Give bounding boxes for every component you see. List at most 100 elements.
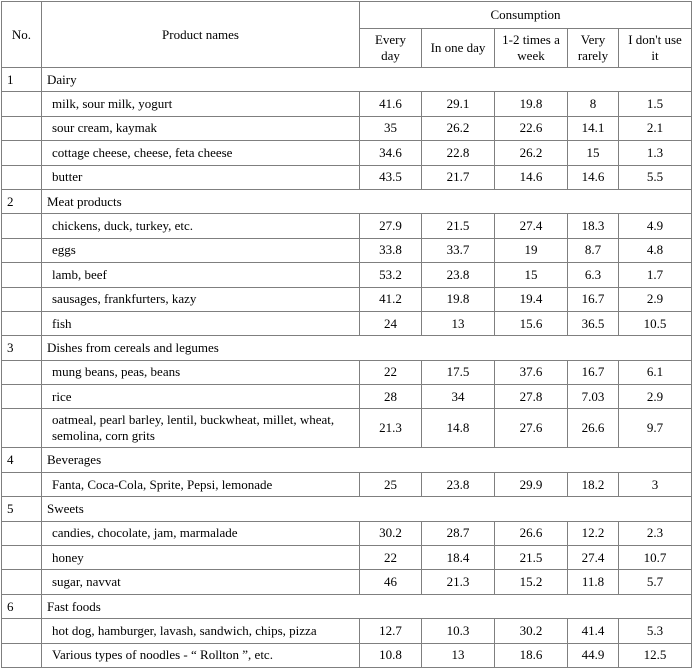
group-name: Fast foods	[40, 593, 692, 620]
value-cell: 18.2	[567, 471, 619, 498]
empty-cell	[1, 164, 42, 190]
group-name: Dairy	[40, 66, 692, 93]
item-row: sour cream, kaymak 35 26.2 22.6 14.1 2.1	[1, 115, 692, 142]
value-cell: 13	[421, 310, 495, 337]
product-name: fish	[41, 310, 360, 337]
header-cell: No.	[1, 1, 42, 68]
value-cell: 28.7	[421, 520, 495, 547]
empty-cell	[1, 359, 42, 386]
value-cell: 26.6	[494, 520, 568, 547]
group-name: Beverages	[40, 447, 692, 473]
empty-cell	[1, 213, 42, 239]
product-name: rice	[41, 384, 360, 410]
item-row: milk, sour milk, yogurt 41.6 29.1 19.8 8 1.5	[1, 91, 692, 117]
group-number: 1	[1, 66, 42, 93]
value-cell: 53.2	[359, 262, 422, 288]
value-cell: 27.8	[494, 384, 568, 410]
header-row: Every day In one day 1-2 times a week Very …	[2, 28, 692, 68]
value-cell: 4.8	[617, 237, 692, 264]
empty-cell	[1, 569, 42, 595]
group-number: 4	[1, 447, 42, 473]
item-row: fish 24 13 15.6 36.5 10.5	[1, 310, 692, 337]
empty-cell	[1, 286, 42, 312]
value-cell: 41.2	[359, 286, 422, 312]
value-cell: 44.9	[567, 642, 619, 668]
empty-cell	[1, 471, 42, 498]
header-cell: Very rarely	[567, 28, 619, 68]
value-cell: 8.7	[567, 237, 619, 264]
value-cell: 21.5	[494, 545, 568, 571]
value-cell: 5.7	[617, 569, 692, 595]
value-cell: 19.4	[494, 286, 568, 312]
value-cell: 23.8	[421, 262, 495, 288]
value-cell: 34.6	[359, 140, 422, 166]
empty-cell	[1, 140, 42, 166]
product-name: eggs	[41, 237, 360, 264]
value-cell: 12.5	[617, 642, 692, 668]
item-row: cottage cheese, cheese, feta cheese 34.6 2…	[1, 140, 692, 166]
value-cell: 2.3	[617, 520, 692, 547]
table-body: 1 Dairy milk, sour milk, yogurt 41.6 29.1 19.…	[1, 66, 692, 668]
value-cell: 41.4	[567, 618, 619, 644]
empty-cell	[1, 115, 42, 142]
value-cell: 29.9	[494, 471, 568, 498]
item-row: hot dog, hamburger, lavash, sandwich, ch…	[1, 618, 692, 644]
value-cell: 18.3	[567, 213, 619, 239]
value-cell: 21.3	[421, 569, 495, 595]
empty-cell	[1, 310, 42, 337]
product-name: chickens, duck, turkey, etc.	[41, 213, 360, 239]
value-cell: 43.5	[359, 164, 422, 190]
value-cell: 15	[494, 262, 568, 288]
product-name: cottage cheese, cheese, feta cheese	[41, 140, 360, 166]
item-row: oatmeal, pearl barley, lentil, buckwheat…	[1, 408, 692, 449]
header-cell: I don't use it	[617, 28, 692, 68]
product-name: lamb, beef	[41, 262, 360, 288]
value-cell: 2.9	[617, 384, 692, 410]
value-cell: 24	[359, 310, 422, 337]
product-name: oatmeal, pearl barley, lentil, buckwheat…	[41, 408, 360, 449]
empty-cell	[1, 618, 42, 644]
value-cell: 6.1	[617, 359, 692, 386]
item-row: Various types of noodles - “ Rollton ”, …	[1, 642, 692, 668]
value-cell: 1.7	[617, 262, 692, 288]
value-cell: 26.2	[494, 140, 568, 166]
value-cell: 3	[617, 471, 692, 498]
value-cell: 14.1	[567, 115, 619, 142]
item-row: butter 43.5 21.7 14.6 14.6 5.5	[1, 164, 692, 190]
value-cell: 27.6	[494, 408, 568, 449]
value-cell: 11.8	[567, 569, 619, 595]
value-cell: 5.3	[617, 618, 692, 644]
value-cell: 22	[359, 545, 422, 571]
value-cell: 30.2	[494, 618, 568, 644]
value-cell: 17.5	[421, 359, 495, 386]
item-row: sausages, frankfurters, kazy 41.2 19.8 19.4…	[1, 286, 692, 312]
empty-cell	[1, 520, 42, 547]
value-cell: 12.2	[567, 520, 619, 547]
header-cell: Product names	[41, 1, 360, 68]
value-cell: 21.3	[359, 408, 422, 449]
value-cell: 14.8	[421, 408, 495, 449]
group-number: 5	[1, 496, 42, 522]
product-name: hot dog, hamburger, lavash, sandwich, ch…	[41, 618, 360, 644]
value-cell: 41.6	[359, 91, 422, 117]
group-row: 3 Dishes from cereals and legumes	[1, 335, 692, 361]
product-name: Various types of noodles - “ Rollton ”, …	[41, 642, 360, 668]
group-row: 4 Beverages	[1, 447, 692, 473]
empty-cell	[1, 237, 42, 264]
value-cell: 27.4	[567, 545, 619, 571]
empty-cell	[1, 262, 42, 288]
item-row: lamb, beef 53.2 23.8 15 6.3 1.7	[1, 262, 692, 288]
value-cell: 36.5	[567, 310, 619, 337]
value-cell: 35	[359, 115, 422, 142]
value-cell: 16.7	[567, 359, 619, 386]
product-name: butter	[41, 164, 360, 190]
value-cell: 33.8	[359, 237, 422, 264]
value-cell: 9.7	[617, 408, 692, 449]
product-name: sausages, frankfurters, kazy	[41, 286, 360, 312]
header-cell: Consumption	[358, 1, 692, 29]
value-cell: 28	[359, 384, 422, 410]
value-cell: 1.5	[617, 91, 692, 117]
value-cell: 15.2	[494, 569, 568, 595]
